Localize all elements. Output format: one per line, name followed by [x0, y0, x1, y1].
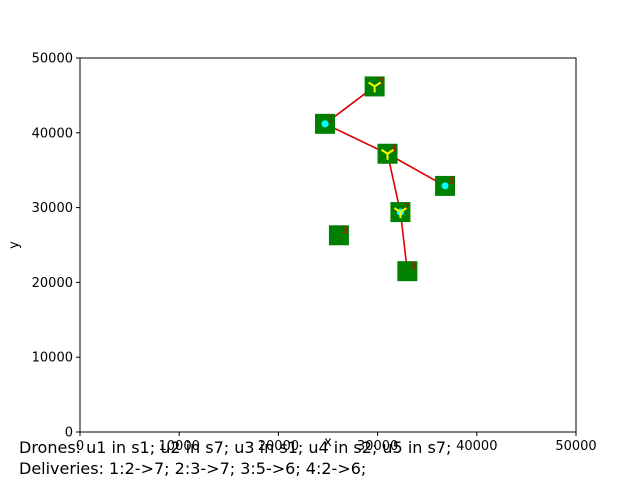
deliveries-caption: Deliveries: 1:2->7; 2:3->7; 3:5->6; 4:2-… — [19, 459, 367, 478]
station-label-s4: 4 — [391, 144, 397, 155]
drone-u4 — [368, 81, 382, 93]
station-s5 — [328, 225, 349, 246]
drone-u6 — [441, 182, 449, 190]
y-tick-label: 0 — [65, 426, 73, 441]
x-tick-label: 50000 — [555, 439, 596, 454]
ticks-layer: 0 10000 20000 30000 40000 50000 0 10000 20000 300… — [32, 52, 597, 455]
y-tick-label: 30000 — [32, 201, 73, 216]
x-tick-label: 30000 — [357, 439, 398, 454]
station-s6 — [397, 261, 418, 282]
station-label-s5: 5 — [342, 225, 348, 236]
edge-s1-s4 — [324, 123, 388, 155]
y-tick-label: 50000 — [32, 52, 73, 67]
drone-u7 — [380, 148, 395, 160]
x-tick-label: 10000 — [159, 439, 200, 454]
y-tick-label: 10000 — [32, 351, 73, 366]
station-label-s2: 2 — [378, 76, 384, 87]
drone-u8 — [393, 207, 407, 219]
station-label-s6: 6 — [410, 261, 416, 272]
y-axis-label: y — [7, 241, 22, 249]
x-tick-label: 20000 — [258, 439, 299, 454]
drones-layer — [321, 81, 449, 219]
x-axis-label: x — [324, 435, 332, 450]
y-tick-label: 40000 — [32, 126, 73, 141]
drones-caption: Drones: u1 in s1; u2 in s7; u3 in s1; u4… — [19, 438, 452, 457]
x-tick-label: 40000 — [456, 439, 497, 454]
station-label-s3: 3 — [448, 176, 454, 187]
station-label-s1: 1 — [328, 114, 334, 125]
drone-u3 — [321, 120, 329, 128]
x-tick-label: 0 — [76, 439, 84, 454]
y-tick-label: 20000 — [32, 276, 73, 291]
station-label-s7: 7 — [403, 202, 409, 213]
